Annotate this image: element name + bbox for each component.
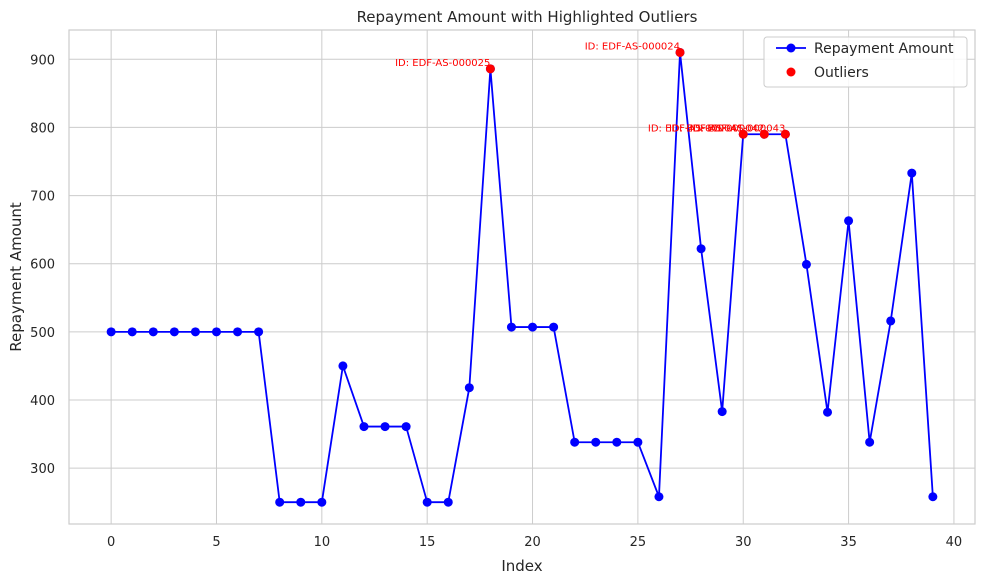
legend-label-repayment: Repayment Amount <box>814 41 954 57</box>
repayment-point <box>464 383 474 393</box>
x-tick-label: 15 <box>419 535 436 550</box>
y-tick-label: 900 <box>30 53 55 68</box>
x-tick-label: 10 <box>314 535 331 550</box>
repayment-point <box>106 327 116 337</box>
legend-label-outliers: Outliers <box>814 65 869 81</box>
x-tick-label: 20 <box>524 535 541 550</box>
y-tick-label: 600 <box>30 258 55 273</box>
repayment-point <box>169 327 179 337</box>
repayment-point <box>317 497 327 507</box>
repayment-point <box>422 497 432 507</box>
y-tick-label: 400 <box>30 394 55 409</box>
repayment-point <box>275 497 285 507</box>
repayment-point <box>696 244 706 254</box>
repayment-point <box>359 422 369 432</box>
repayment-point <box>233 327 243 337</box>
x-tick-label: 25 <box>630 535 647 550</box>
repayment-point <box>211 327 221 337</box>
x-tick-label: 30 <box>735 535 752 550</box>
y-tick-label: 800 <box>30 121 55 136</box>
y-tick-label: 300 <box>30 462 55 477</box>
repayment-point <box>127 327 137 337</box>
repayment-point <box>549 322 559 332</box>
repayment-point <box>612 437 622 447</box>
series-layer <box>106 47 938 507</box>
repayment-point <box>844 216 854 226</box>
y-axis-ticks: 300 400 500 600 700 800 900 <box>30 53 55 477</box>
legend: Repayment Amount Outliers <box>763 36 968 88</box>
repayment-point <box>296 497 306 507</box>
plot-area-frame <box>68 29 976 525</box>
outlier-annotation: ID: EDF-AS-000042 <box>669 123 764 134</box>
outlier-point <box>738 129 748 139</box>
repayment-point <box>506 322 516 332</box>
repayment-point <box>338 361 348 371</box>
repayment-point <box>801 259 811 269</box>
legend-marker-repayment <box>786 43 796 53</box>
y-tick-label: 700 <box>30 190 55 205</box>
repayment-point <box>654 492 664 502</box>
repayment-point <box>443 497 453 507</box>
chart-title: Repayment Amount with Highlighted Outlie… <box>357 8 698 26</box>
legend-box <box>763 36 968 88</box>
repayment-point <box>528 322 538 332</box>
x-tick-label: 35 <box>840 535 857 550</box>
repayment-point <box>928 492 938 502</box>
x-axis-ticks: 0 5 10 15 20 25 30 35 40 <box>107 535 962 550</box>
repayment-point <box>717 407 727 417</box>
outlier-annotation: ID: EDF-AS-000043 <box>690 123 785 134</box>
x-tick-label: 0 <box>107 535 115 550</box>
outlier-point <box>759 129 769 139</box>
repayment-point <box>886 316 896 326</box>
outlier-annotation: ID: EDF-AS-000024 <box>585 41 680 52</box>
repayment-point <box>823 407 833 417</box>
x-axis-label: Index <box>501 557 542 575</box>
annotation-layer: ID: EDF-AS-000025 ID: EDF-AS-000024 ID: ED… <box>395 41 785 134</box>
x-tick-label: 5 <box>212 535 220 550</box>
repayment-point <box>254 327 264 337</box>
y-tick-label: 500 <box>30 326 55 341</box>
outlier-annotation: ID: EDF-AS-000025 <box>395 58 490 69</box>
repayment-point <box>865 437 875 447</box>
legend-marker-outliers <box>786 67 796 77</box>
repayment-point <box>633 437 643 447</box>
repayment-point <box>591 437 601 447</box>
repayment-point <box>570 437 580 447</box>
outlier-point <box>485 64 495 74</box>
outlier-point <box>675 47 685 57</box>
x-tick-label: 40 <box>946 535 963 550</box>
repayment-point <box>380 422 390 432</box>
repayment-point <box>907 168 917 178</box>
repayment-point <box>148 327 158 337</box>
repayment-point <box>190 327 200 337</box>
y-axis-label: Repayment Amount <box>7 202 25 352</box>
repayment-point <box>401 422 411 432</box>
repayment-series-line <box>111 51 934 504</box>
outlier-point <box>780 129 790 139</box>
outlier-annotation: ID: EDF-AS-000041 <box>648 123 743 134</box>
grid-lines <box>69 30 975 524</box>
